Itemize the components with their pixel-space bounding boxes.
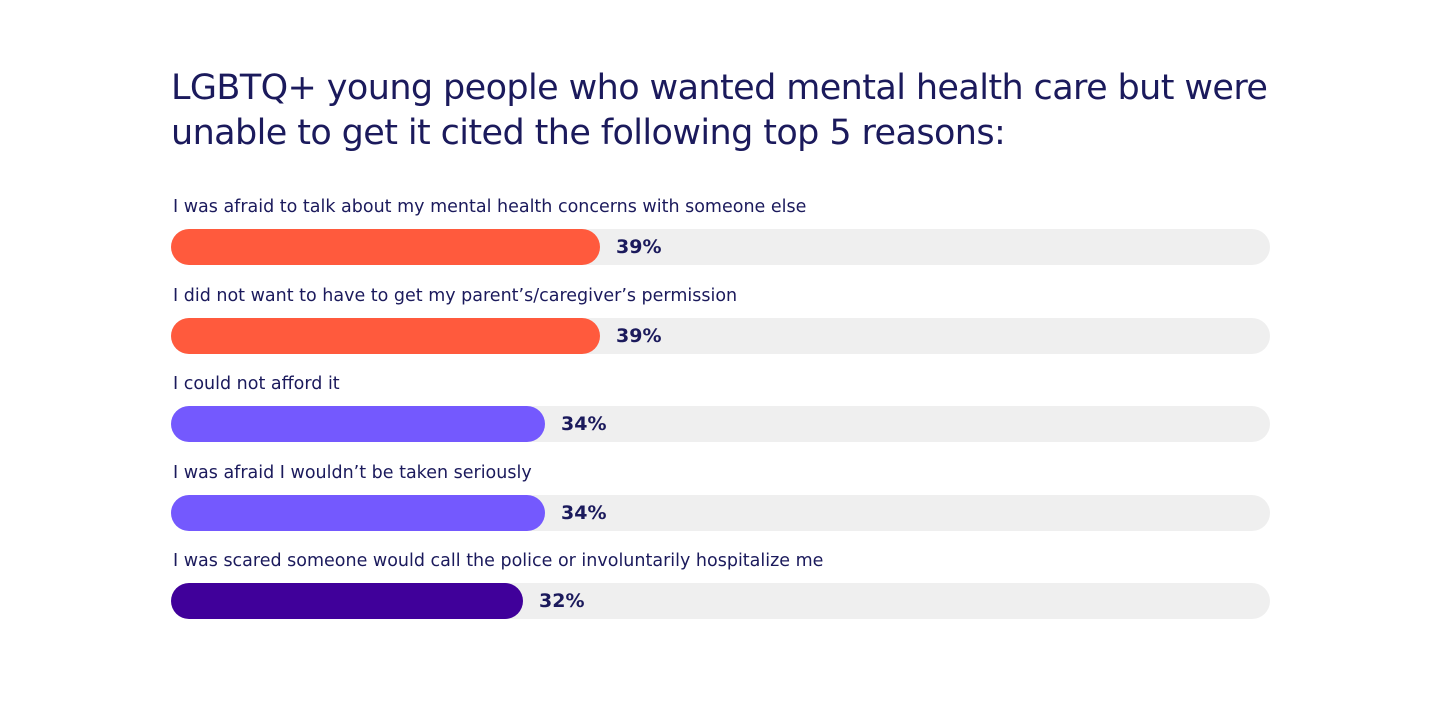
bar-label: I did not want to have to get my parent’… <box>173 285 738 306</box>
bar-label: I could not afford it <box>173 374 340 394</box>
bar-label: I was afraid I wouldn’t be taken serious… <box>173 462 532 483</box>
bar-track <box>171 229 1270 265</box>
bar-value-label: 39% <box>616 324 662 347</box>
bar-label: I was afraid to talk about my mental hea… <box>173 197 807 217</box>
bar-value-label: 39% <box>616 236 662 258</box>
chart-title: LGBTQ+ young people who wanted mental he… <box>171 68 1268 153</box>
bar-fill <box>171 406 545 442</box>
bar-value-label: 32% <box>539 590 585 612</box>
bar-fill <box>171 317 600 354</box>
bar-row: I was afraid to talk about my mental hea… <box>171 196 1270 276</box>
bar-row: I was scared someone would call the poli… <box>171 550 1270 630</box>
bar-fill <box>171 494 545 531</box>
bar-row: I was afraid I wouldn’t be taken serious… <box>171 462 1270 542</box>
bar-value-label: 34% <box>561 501 607 524</box>
bar-row: I could not afford it 34% <box>171 373 1270 453</box>
bar-track <box>171 317 1270 354</box>
bar-label: I was scared someone would call the poli… <box>173 551 824 571</box>
bar-fill <box>171 229 600 265</box>
bar-row: I did not want to have to get my parent’… <box>171 285 1270 365</box>
bar-value-label: 34% <box>561 413 607 435</box>
bar-track <box>171 406 1270 442</box>
bar-track <box>171 583 1270 619</box>
bar-fill <box>171 583 523 619</box>
bar-track <box>171 494 1270 531</box>
